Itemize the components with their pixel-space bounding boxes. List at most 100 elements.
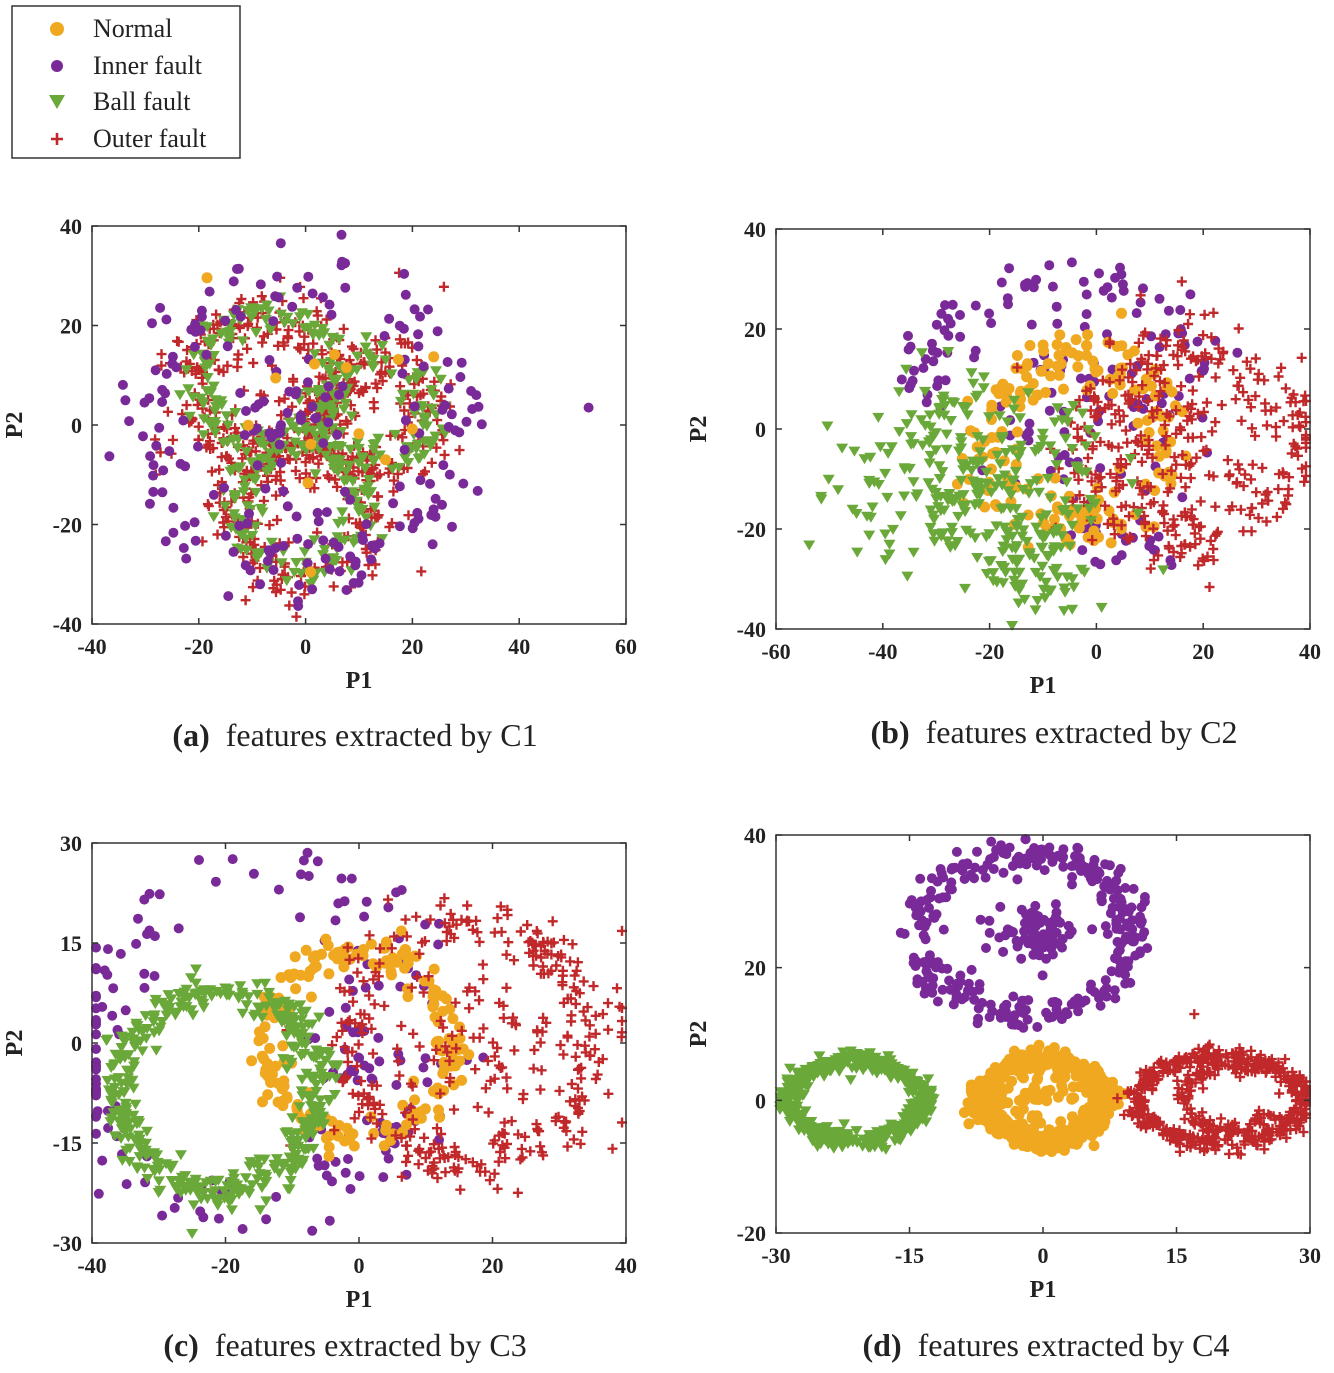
scatter-point-outer <box>1270 422 1281 432</box>
scatter-point-outer <box>394 1070 405 1081</box>
scatter-point-ball <box>205 419 217 430</box>
scatter-point-outer <box>173 336 184 347</box>
scatter-point-normal <box>1004 1053 1015 1065</box>
scatter-point-ball <box>220 411 233 422</box>
scatter-point-inner <box>1044 405 1055 416</box>
y-tick-label: 40 <box>744 217 766 242</box>
legend-label-normal: Normal <box>93 14 172 43</box>
scatter-point-outer <box>1252 374 1263 385</box>
scatter-point-ball <box>1031 596 1044 606</box>
scatter-point-outer <box>341 415 352 426</box>
scatter-point-ball <box>207 381 220 392</box>
scatter-point-inner <box>1109 985 1120 996</box>
scatter-point-inner <box>461 416 472 427</box>
scatter-point-inner <box>326 309 337 320</box>
scatter-point-inner <box>292 533 303 544</box>
scatter-point-outer <box>536 1065 547 1076</box>
scatter-point-inner <box>1099 986 1110 997</box>
scatter-point-inner <box>1100 859 1111 870</box>
scatter-point-ball <box>411 372 424 383</box>
scatter-point-inner <box>1146 331 1157 342</box>
scatter-point-ball <box>238 475 251 486</box>
scatter-point-inner <box>1013 851 1024 862</box>
scatter-point-ball <box>1029 605 1042 616</box>
scatter-point-inner <box>278 541 289 551</box>
scatter-point-normal <box>322 940 334 951</box>
scatter-point-normal <box>305 438 317 450</box>
scatter-point-ball <box>231 443 244 454</box>
scatter-point-ball <box>180 365 193 376</box>
legend-marker-normal <box>50 22 64 36</box>
scatter-point-ball <box>339 398 352 409</box>
scatter-point-ball <box>264 448 277 459</box>
scatter-point-inner <box>958 859 968 870</box>
scatter-point-inner <box>161 368 172 379</box>
scatter-point-ball <box>907 477 920 488</box>
scatter-point-ball <box>362 475 375 485</box>
scatter-point-outer <box>597 1009 608 1020</box>
scatter-point-inner <box>168 502 179 513</box>
scatter-point-inner <box>302 558 313 569</box>
scatter-point-ball <box>367 440 380 450</box>
scatter-point-ball <box>190 964 202 975</box>
scatter-point-inner <box>918 363 929 373</box>
x-tick-label: -40 <box>77 634 106 659</box>
caption-b-label: (b) <box>871 714 910 750</box>
scatter-point-inner <box>970 300 981 311</box>
scatter-point-inner <box>373 1032 384 1043</box>
scatter-point-outer <box>360 382 371 393</box>
scatter-point-inner <box>210 876 221 887</box>
legend: Normal Inner fault Ball fault Outer faul… <box>11 5 241 159</box>
scatter-point-ball <box>425 385 438 396</box>
scatter-point-outer <box>273 340 283 351</box>
scatter-point-outer <box>1244 509 1255 520</box>
scatter-point-ball <box>418 449 431 460</box>
scatter-point-outer <box>1295 422 1306 433</box>
scatter-point-inner <box>1057 853 1068 864</box>
scatter-point-outer <box>1169 520 1180 531</box>
scatter-point-normal <box>437 990 448 1002</box>
scatter-point-inner <box>356 570 367 581</box>
scatter-point-inner <box>920 354 931 365</box>
scatter-point-inner <box>933 375 944 386</box>
scatter-point-inner <box>310 413 321 424</box>
y-tick-label: -40 <box>737 617 766 642</box>
scatter-point-inner <box>995 901 1006 912</box>
scatter-points-b <box>803 257 1311 631</box>
scatter-point-inner <box>1062 1009 1073 1020</box>
scatter-point-ball <box>357 453 369 464</box>
scatter-point-inner <box>903 330 913 341</box>
scatter-point-ball <box>254 1205 267 1216</box>
scatter-point-ball <box>1014 413 1026 424</box>
scatter-point-inner <box>896 374 907 385</box>
scatter-point-inner <box>147 318 157 329</box>
scatter-point-outer <box>529 1045 540 1055</box>
scatter-point-inner <box>251 423 262 434</box>
scatter-point-ball <box>153 1176 165 1187</box>
scatter-point-ball <box>280 576 293 587</box>
scatter-point-ball <box>367 445 380 456</box>
scatter-point-outer <box>1299 476 1310 487</box>
scatter-point-ball <box>338 535 351 546</box>
scatter-point-ball <box>266 461 279 472</box>
scatter-point-inner <box>437 499 447 510</box>
scatter-point-outer <box>302 407 313 417</box>
scatter-point-outer <box>218 517 229 528</box>
scatter-point-outer <box>1228 365 1239 376</box>
scatter-point-outer <box>439 449 450 460</box>
y-axis-label-b: P2 <box>686 416 712 443</box>
scatter-point-outer <box>388 475 399 486</box>
scatter-point-inner <box>337 381 348 392</box>
scatter-point-ball <box>894 511 907 522</box>
scatter-point-inner <box>107 1010 118 1021</box>
scatter-point-normal <box>1024 340 1036 351</box>
scatter-point-inner <box>391 887 402 898</box>
scatter-point-inner <box>131 938 142 949</box>
scatter-point-inner <box>324 299 335 310</box>
scatter-point-inner <box>909 365 919 376</box>
scatter-point-outer <box>1240 469 1250 480</box>
scatter-point-normal <box>289 951 301 963</box>
scatter-point-inner <box>378 1172 389 1183</box>
scatter-point-inner <box>340 282 351 293</box>
